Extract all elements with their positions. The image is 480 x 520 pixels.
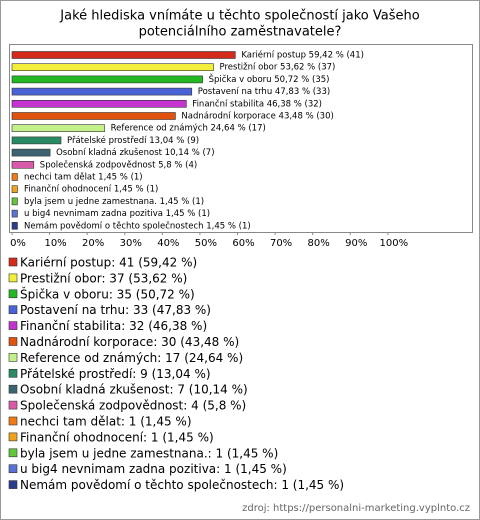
- bar: [11, 75, 203, 84]
- legend-label: Finanční stabilita: 32 (46,38 %): [20, 319, 207, 333]
- value-label: Nemám povědomí o těchto společnostech 1,…: [24, 220, 251, 231]
- x-tick-label: 100%: [380, 238, 409, 249]
- chart-title: potenciálního zaměstnavatele?: [139, 25, 342, 40]
- x-tick-label: 30%: [120, 238, 142, 249]
- value-label: Přátelské prostředí 13,04 % (9): [67, 135, 199, 146]
- x-tick-label: 60%: [232, 238, 254, 249]
- value-label: Prestižní obor 53,62 % (37): [220, 63, 336, 73]
- x-tick-label: 50%: [195, 238, 217, 249]
- legend-label: Reference od známých: 17 (24,64 %): [20, 351, 243, 365]
- legend-swatch: [8, 368, 18, 378]
- legend-label: Prestižní obor: 37 (53,62 %): [20, 271, 187, 285]
- source: zdroj: https://personalni-marketing.vypl…: [242, 503, 470, 514]
- bar: [11, 209, 18, 218]
- legend-label: Přátelské prostředí: 9 (13,04 %): [20, 367, 211, 381]
- legend-swatch: [8, 448, 18, 458]
- x-tick-label: 10%: [44, 238, 66, 249]
- value-label: Reference od známých 24,64 % (17): [111, 124, 266, 134]
- bar: [11, 124, 105, 132]
- x-tick-label: 0%: [10, 238, 26, 249]
- bar: [11, 222, 18, 230]
- bar: [11, 136, 62, 145]
- legend-swatch: [8, 257, 18, 267]
- legend-swatch: [8, 416, 18, 426]
- value-label: Společenská zodpovědnost 5,8 % (4): [40, 159, 197, 170]
- legend-swatch: [8, 337, 18, 346]
- legend-label: Finanční ohodnocení: 1 (1,45 %): [20, 430, 214, 444]
- bar: [11, 100, 187, 108]
- bar: [11, 148, 51, 157]
- value-label: byla jsem u jedne zamestnana. 1,45 % (1): [24, 197, 204, 207]
- legend-label: Špička v oboru: 35 (50,72 %): [20, 286, 195, 301]
- bar: [11, 51, 236, 59]
- x-tick-label: 90%: [345, 238, 367, 249]
- legend-label: Postavení na trhu: 33 (47,83 %): [20, 303, 211, 317]
- legend-label: Osobní kladná zkušenost: 7 (10,14 %): [20, 383, 248, 397]
- legend-swatch: [8, 289, 18, 299]
- legend-label: Nemám povědomí o těchto společnostech: 1…: [20, 478, 344, 492]
- value-label: nechci tam dělat 1,45 % (1): [24, 173, 143, 183]
- legend-swatch: [8, 273, 18, 283]
- legend-label: Kariérní postup: 41 (59,42 %): [20, 256, 197, 270]
- x-tick-label: 70%: [270, 238, 292, 249]
- legend-swatch: [8, 305, 18, 315]
- value-label: u big4 nevnimam zadna pozitiva 1,45 % (1…: [24, 209, 210, 219]
- legend-label: byla jsem u jedne zamestnana.: 1 (1,45 %…: [20, 446, 278, 460]
- bar: [11, 63, 214, 72]
- legend-swatch: [8, 464, 18, 474]
- chart-title: Jaké hlediska vnímáte u těchto společnos…: [59, 9, 419, 24]
- legend-swatch: [8, 432, 18, 442]
- value-label: Finanční ohodnocení 1,45 % (1): [24, 184, 158, 195]
- bar: [11, 173, 18, 181]
- bar: [11, 87, 193, 96]
- value-label: Finanční stabilita 46,38 % (32): [192, 98, 322, 109]
- plot-area: [9, 44, 473, 233]
- value-label: Kariérní postup 59,42 % (41): [241, 50, 364, 61]
- legend-swatch: [8, 400, 18, 410]
- legend-label: u big4 nevnimam zadna pozitiva: 1 (1,45 …: [20, 462, 287, 476]
- bar: [11, 197, 18, 206]
- x-tick-label: 20%: [82, 238, 104, 249]
- legend-label: nechci tam dělat: 1 (1,45 %): [20, 415, 192, 429]
- value-label: Osobní kladná zkušenost 10,14 % (7): [56, 147, 214, 158]
- bar: [11, 161, 35, 169]
- legend-label: Nadnárodní korporace: 30 (43,48 %): [20, 335, 239, 349]
- x-tick-label: 40%: [157, 238, 179, 249]
- legend-swatch: [8, 353, 18, 362]
- value-label: Postavení na trhu 47,83 % (33): [198, 87, 330, 97]
- value-label: Nadnárodní korporace 43,48 % (30): [181, 112, 333, 122]
- bar: [11, 112, 176, 120]
- legend-label: Společenská zodpovědnost: 4 (5,8 %): [20, 399, 246, 413]
- legend-swatch: [8, 480, 18, 489]
- x-tick-label: 80%: [308, 238, 330, 249]
- legend-swatch: [8, 384, 18, 394]
- bar: [11, 185, 18, 193]
- legend-swatch: [8, 321, 18, 330]
- value-label: Špička v oboru 50,72 % (35): [209, 73, 330, 85]
